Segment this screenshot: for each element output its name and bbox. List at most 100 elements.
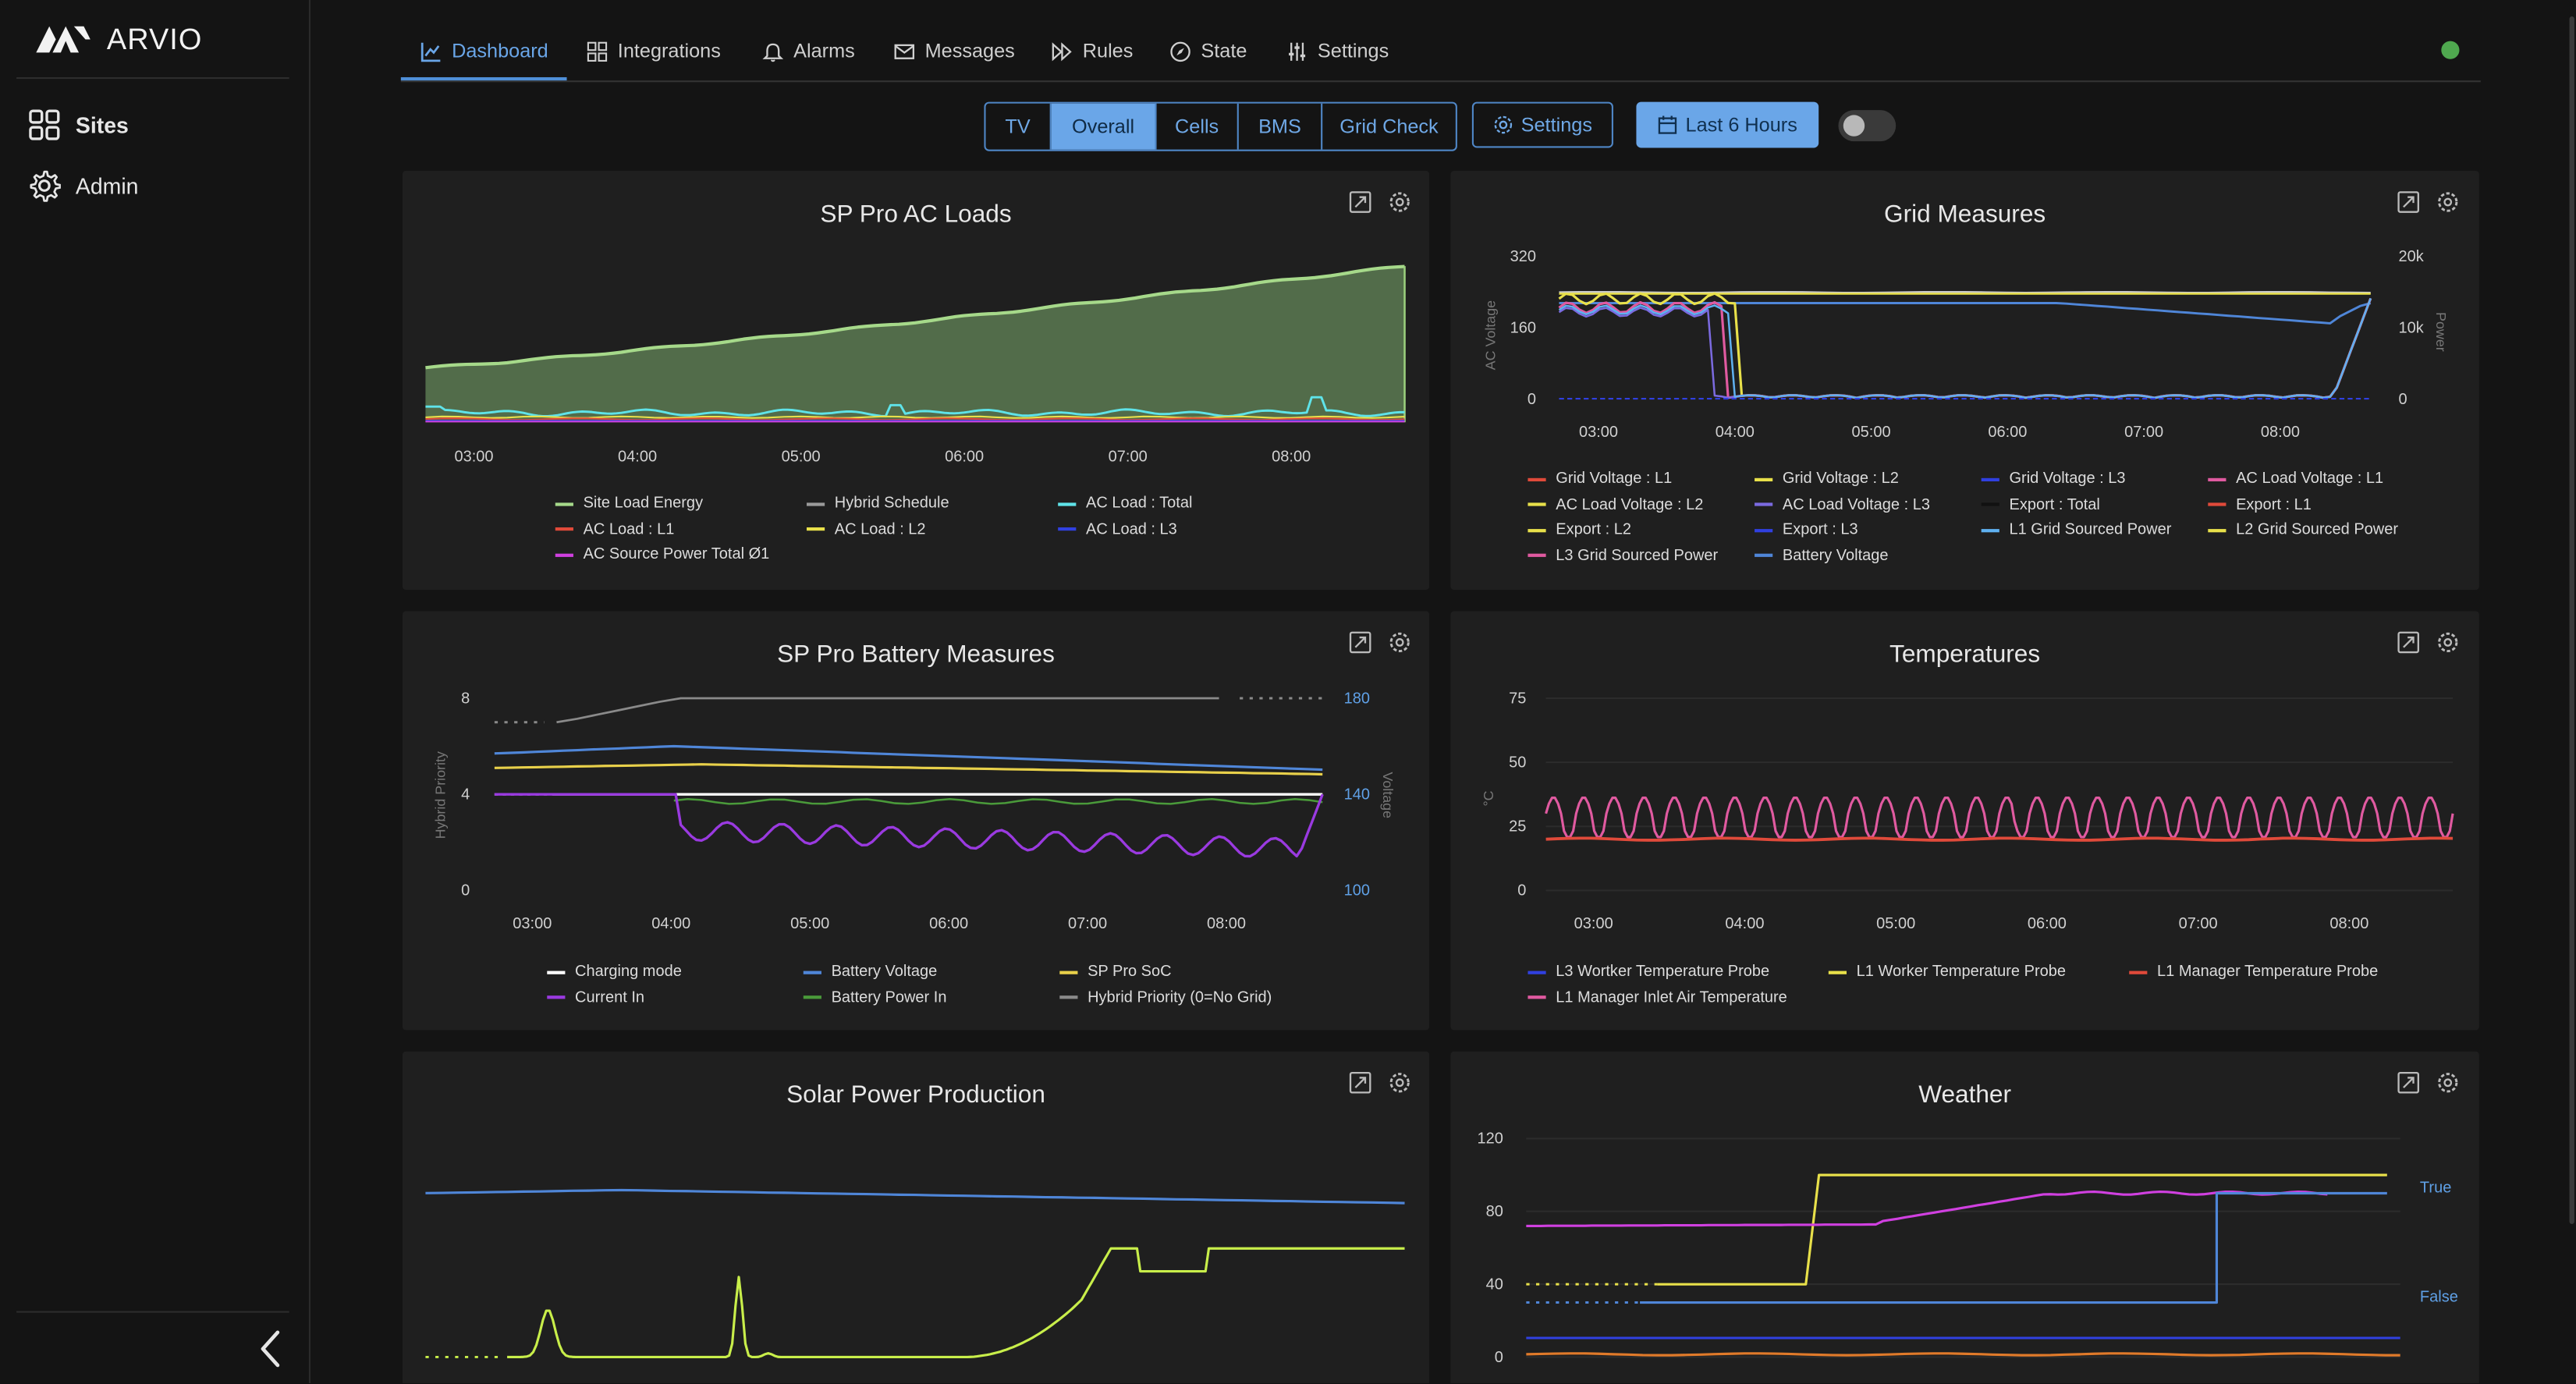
legend-item[interactable]: AC Source Power Total Ø1 — [555, 545, 769, 563]
x-tick-label: 06:00 — [1988, 424, 2027, 441]
x-tick-label: 06:00 — [945, 449, 984, 466]
legend-label: Hybrid Priority (0=No Grid) — [1088, 988, 1272, 1006]
tab-rules[interactable]: Rules — [1052, 23, 1134, 79]
legend-label: AC Load Voltage : L3 — [1782, 495, 1930, 514]
legend-label: Grid Voltage : L2 — [1782, 470, 1899, 488]
legend-label: AC Load Voltage : L2 — [1556, 495, 1704, 514]
tab-label: Dashboard — [452, 39, 548, 63]
time-range-button[interactable]: Last 6 Hours — [1636, 101, 1819, 148]
expand-icon[interactable] — [2397, 1071, 2419, 1094]
view-bms-button[interactable]: BMS — [1239, 103, 1323, 150]
view-overall-button[interactable]: Overall — [1051, 103, 1157, 150]
legend-item[interactable]: AC Load : L2 — [806, 520, 926, 538]
tab-integrations[interactable]: Integrations — [587, 23, 721, 79]
legend-item[interactable]: Grid Voltage : L3 — [1981, 470, 2126, 488]
legend-swatch — [1058, 502, 1077, 506]
legend-item[interactable]: Current In — [547, 988, 644, 1006]
tab-state[interactable]: State — [1169, 23, 1247, 79]
legend-label: L1 Manager Inlet Air Temperature — [1556, 988, 1787, 1006]
legend-item[interactable]: L1 Worker Temperature Probe — [1828, 963, 2066, 981]
view-tv-button[interactable]: TV — [986, 103, 1052, 150]
legend-item[interactable]: Charging mode — [547, 963, 682, 981]
calendar-icon — [1658, 115, 1677, 134]
legend-item[interactable]: Grid Voltage : L2 — [1755, 470, 1899, 488]
legend-swatch — [2208, 528, 2227, 532]
panel-title: Temperatures — [1889, 641, 2041, 669]
legend-item[interactable]: Export : Total — [1981, 495, 2100, 513]
legend-item[interactable]: AC Load : L1 — [555, 520, 675, 538]
legend-item[interactable]: L3 Wortker Temperature Probe — [1528, 963, 1769, 981]
tab-dashboard[interactable]: Dashboard — [420, 23, 548, 79]
ac-load-total-line — [425, 396, 1405, 418]
legend-label: Grid Voltage : L3 — [2009, 470, 2126, 488]
expand-icon[interactable] — [1349, 631, 1371, 654]
expand-icon[interactable] — [2397, 631, 2419, 654]
brand[interactable]: ARVIO — [34, 20, 202, 59]
legend-item[interactable]: AC Load : L3 — [1058, 520, 1177, 538]
legend-item[interactable]: AC Load Voltage : L2 — [1528, 495, 1703, 513]
legend-item[interactable]: Battery Voltage — [803, 963, 937, 981]
panel-title: SP Pro Battery Measures — [777, 641, 1055, 669]
tab-messages[interactable]: Messages — [894, 23, 1015, 79]
legend-item[interactable]: Battery Voltage — [1755, 546, 1889, 564]
panel-weather: Weather 0 40 80 120 True False — [1450, 1051, 2479, 1384]
sidebar-item-admin[interactable]: Admin — [28, 168, 138, 204]
view-grid-check-button[interactable]: Grid Check — [1339, 115, 1439, 138]
x-tick-label: 08:00 — [2261, 424, 2300, 441]
legend-swatch — [2129, 970, 2148, 974]
legend-item[interactable]: AC Load Voltage : L3 — [1755, 495, 1930, 513]
panel-settings-gear-icon[interactable] — [1388, 190, 1410, 213]
x-tick-label: 03:00 — [1579, 424, 1618, 441]
dashboard-settings-button[interactable]: Settings — [1471, 101, 1613, 148]
panel-title: Grid Measures — [1884, 200, 2046, 229]
page-scrollbar[interactable] — [2569, 16, 2574, 1224]
sidebar-item-sites[interactable]: Sites — [28, 107, 129, 143]
weather-orange-line — [1526, 1352, 2400, 1357]
ac-load-voltage-l1-line — [1558, 297, 2372, 399]
legend-swatch — [555, 552, 573, 556]
legend-item[interactable]: Hybrid Priority (0=No Grid) — [1059, 988, 1272, 1006]
panel-settings-gear-icon[interactable] — [2436, 631, 2459, 654]
collapse-sidebar-chevron-icon[interactable] — [257, 1328, 286, 1371]
ac-load-voltage-l3-line — [1558, 297, 2372, 399]
panel-settings-gear-icon[interactable] — [2436, 1071, 2459, 1094]
legend-item[interactable]: AC Load : Total — [1058, 495, 1192, 513]
legend-swatch — [547, 995, 566, 999]
expand-icon[interactable] — [1349, 1071, 1371, 1094]
legend-swatch — [1755, 477, 1773, 481]
legend-item[interactable]: Export : L3 — [1755, 521, 1858, 539]
legend-item[interactable]: L1 Manager Temperature Probe — [2129, 963, 2378, 981]
view-cells-button[interactable]: Cells — [1157, 103, 1239, 150]
legend-label: AC Load : L1 — [583, 520, 675, 538]
tab-alarms[interactable]: Alarms — [762, 23, 855, 79]
legend-item[interactable]: Site Load Energy — [555, 495, 703, 513]
legend-item[interactable]: L3 Grid Sourced Power — [1528, 546, 1718, 564]
legend-swatch — [803, 970, 821, 974]
legend-swatch — [1059, 995, 1078, 999]
y-tick-label: 320 — [1510, 248, 1536, 265]
panel-settings-gear-icon[interactable] — [2436, 190, 2459, 213]
panel-settings-gear-icon[interactable] — [1388, 1071, 1410, 1094]
expand-icon[interactable] — [2397, 190, 2419, 213]
legend-item[interactable]: L1 Manager Inlet Air Temperature — [1528, 988, 1787, 1006]
legend-item[interactable]: L1 Grid Sourced Power — [1981, 521, 2171, 539]
legend-item[interactable]: Hybrid Schedule — [806, 495, 949, 513]
y2-tick-label: 180 — [1344, 690, 1370, 707]
x-tick-label: 08:00 — [1207, 915, 1246, 932]
legend-item[interactable]: Export : L2 — [1528, 521, 1631, 539]
legend-item[interactable]: Battery Power In — [803, 988, 946, 1006]
legend-item[interactable]: Export : L1 — [2208, 495, 2312, 513]
legend-item[interactable]: L2 Grid Sourced Power — [2208, 521, 2398, 539]
y2-tick-label: 0 — [2399, 391, 2407, 408]
legend-item[interactable]: Grid Voltage : L1 — [1528, 470, 1672, 488]
y-tick-label: 8 — [461, 690, 470, 707]
auto-refresh-toggle[interactable] — [1838, 110, 1897, 142]
compass-icon — [1170, 41, 1190, 62]
panel-settings-gear-icon[interactable] — [1388, 631, 1410, 654]
legend-item[interactable]: SP Pro SoC — [1059, 963, 1172, 981]
legend-item[interactable]: AC Load Voltage : L1 — [2208, 470, 2383, 488]
legend-swatch — [1755, 553, 1773, 557]
tab-settings[interactable]: Settings — [1286, 23, 1389, 79]
expand-icon[interactable] — [1349, 190, 1371, 213]
tab-label: Rules — [1082, 39, 1134, 63]
